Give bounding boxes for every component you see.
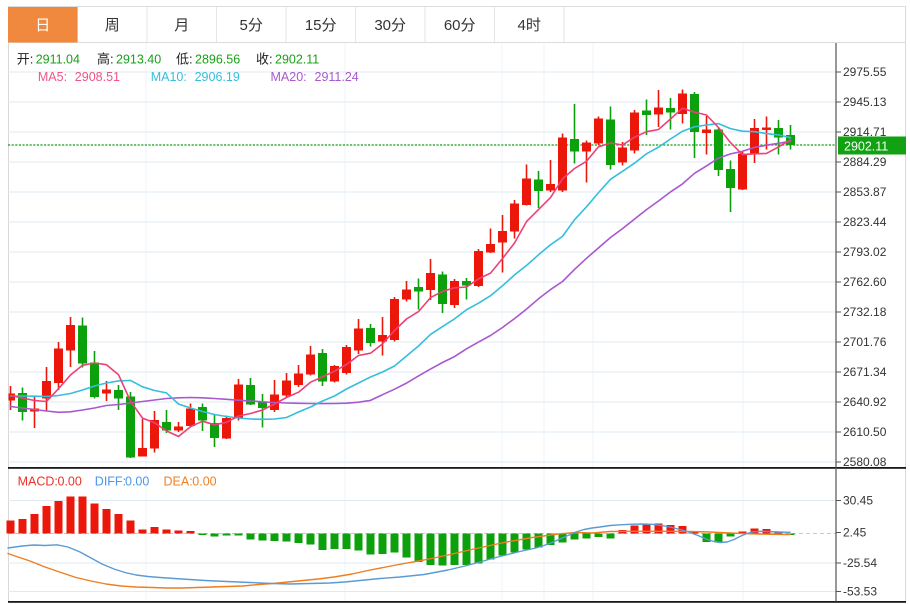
svg-text:高:: 高: — [97, 52, 114, 67]
svg-text:月: 月 — [174, 17, 189, 34]
svg-text:0.00: 0.00 — [125, 475, 149, 489]
svg-text:2610.50: 2610.50 — [843, 425, 887, 439]
svg-text:2914.71: 2914.71 — [843, 125, 887, 139]
svg-text:MA5:: MA5: — [38, 70, 67, 84]
svg-text:30分: 30分 — [374, 17, 406, 34]
svg-text:5分: 5分 — [240, 17, 263, 34]
svg-text:2911.04: 2911.04 — [36, 53, 80, 67]
svg-text:15分: 15分 — [305, 17, 337, 34]
svg-text:2732.18: 2732.18 — [843, 305, 887, 319]
svg-text:2.45: 2.45 — [843, 526, 867, 540]
svg-text:开:: 开: — [17, 52, 34, 67]
svg-text:日: 日 — [35, 17, 50, 34]
svg-text:2911.24: 2911.24 — [315, 70, 359, 84]
svg-text:2975.55: 2975.55 — [843, 65, 887, 79]
svg-text:2762.60: 2762.60 — [843, 275, 887, 289]
svg-text:低:: 低: — [176, 52, 193, 67]
svg-text:MACD:: MACD: — [18, 475, 58, 489]
svg-text:MA20:: MA20: — [271, 70, 307, 84]
svg-text:2902.11: 2902.11 — [275, 53, 319, 67]
svg-text:2640.92: 2640.92 — [843, 395, 887, 409]
svg-text:0.00: 0.00 — [192, 475, 216, 489]
svg-text:2580.08: 2580.08 — [843, 455, 887, 469]
svg-text:30.45: 30.45 — [843, 494, 873, 508]
svg-text:0.00: 0.00 — [58, 475, 82, 489]
svg-text:2884.29: 2884.29 — [843, 155, 887, 169]
svg-text:-53.53: -53.53 — [843, 585, 877, 599]
svg-text:2701.76: 2701.76 — [843, 335, 887, 349]
svg-text:2671.34: 2671.34 — [843, 365, 887, 379]
svg-text:2908.51: 2908.51 — [75, 70, 120, 84]
svg-text:2853.87: 2853.87 — [843, 185, 887, 199]
svg-text:2913.40: 2913.40 — [116, 53, 161, 67]
svg-text:60分: 60分 — [444, 17, 476, 34]
svg-text:2902.11: 2902.11 — [844, 139, 888, 153]
svg-text:2896.56: 2896.56 — [195, 53, 240, 67]
svg-text:2823.44: 2823.44 — [843, 215, 887, 229]
svg-text:2906.19: 2906.19 — [195, 70, 240, 84]
svg-text:4时: 4时 — [518, 17, 541, 34]
svg-text:DIFF:: DIFF: — [95, 475, 126, 489]
svg-text:-25.54: -25.54 — [843, 556, 877, 570]
svg-text:收:: 收: — [256, 52, 273, 67]
svg-text:MA10:: MA10: — [151, 70, 187, 84]
svg-text:2945.13: 2945.13 — [843, 95, 887, 109]
svg-text:DEA:: DEA: — [164, 475, 193, 489]
svg-text:2793.02: 2793.02 — [843, 245, 887, 259]
svg-text:周: 周 — [105, 17, 120, 34]
